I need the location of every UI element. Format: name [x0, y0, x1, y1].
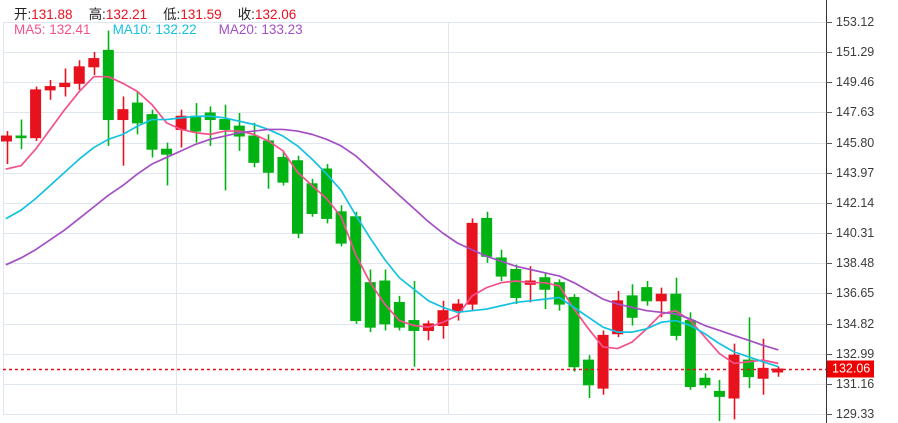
- chart-legend: 开:131.88 高:132.21 低:131.59 收:132.06 MA5: 13…: [0, 0, 830, 42]
- ohlc-legend-row: 开:131.88 高:132.21 低:131.59 收:132.06: [14, 3, 312, 23]
- axis-tick-label: 151.29: [836, 45, 875, 60]
- candle: [30, 86, 42, 141]
- ohlc-high-value: 132.21: [105, 7, 148, 22]
- axis-tick: [826, 112, 832, 114]
- axis-tick: [826, 233, 832, 235]
- axis-tick: [826, 142, 832, 144]
- axis-tick: [826, 383, 832, 385]
- ohlc-close: 收:132.06: [238, 3, 297, 23]
- candle: [422, 320, 434, 341]
- axis-tick-label: 138.48: [836, 256, 875, 271]
- ohlc-low-value: 131.59: [180, 7, 222, 22]
- ohlc-high-label: 高:: [88, 7, 106, 22]
- axis-tick: [826, 52, 832, 54]
- plot-area: [1, 22, 826, 422]
- axis-tick: [826, 414, 832, 415]
- candle: [131, 91, 143, 135]
- candle: [190, 103, 202, 143]
- candle: [102, 30, 114, 146]
- candle: [452, 299, 464, 321]
- ohlc-high: 高:132.21: [89, 3, 148, 23]
- candle: [292, 155, 303, 239]
- candle: [364, 269, 376, 333]
- ohlc-low: 低:131.59: [163, 3, 222, 23]
- candle: [161, 142, 173, 186]
- ma-line-ma10: [5, 115, 779, 368]
- axis-tick-label: 142.14: [836, 195, 875, 210]
- candle: [59, 68, 71, 97]
- candle: [248, 122, 260, 168]
- candle: [1, 131, 12, 165]
- candle: [15, 119, 27, 150]
- axis-tick-label: 134.82: [836, 316, 875, 331]
- axis-tick: [826, 202, 832, 204]
- candle: [626, 284, 638, 326]
- axis-tick: [826, 263, 832, 265]
- axis-tick: [826, 293, 832, 295]
- candle: [379, 269, 391, 331]
- axis-tick-label: 136.65: [836, 286, 875, 301]
- candle: [524, 266, 536, 303]
- candle: [553, 279, 565, 311]
- candle: [539, 272, 551, 310]
- candle: [670, 277, 682, 341]
- ma-legend-ma10: MA10: 132.22: [112, 22, 197, 37]
- plot-svg: [1, 22, 826, 422]
- axis-tick: [826, 82, 832, 84]
- candle: [73, 60, 85, 90]
- candle: [117, 96, 129, 166]
- axis-tick-label: 145.80: [836, 135, 875, 150]
- price-axis: 153.12 151.29 149.46 147.63 145.80 143.97 142.…: [826, 0, 898, 423]
- axis-tick-label: 153.12: [836, 15, 875, 29]
- axis-tick-label: 131.16: [836, 376, 875, 391]
- axis-tick: [826, 323, 832, 325]
- ohlc-open-label: 开:: [14, 7, 32, 22]
- candle: [146, 109, 158, 158]
- axis-tick-label: 129.33: [836, 407, 875, 421]
- candle: [88, 51, 100, 76]
- candle: [597, 330, 609, 395]
- candle: [699, 373, 711, 389]
- ohlc-open: 开:131.88: [14, 3, 73, 23]
- axis-tick-label: 143.97: [836, 165, 875, 180]
- current-price-badge: 132.06: [827, 360, 875, 378]
- ma-line-ma5: [5, 75, 779, 365]
- ohlc-close-value: 132.06: [254, 7, 297, 22]
- candle: [393, 295, 405, 331]
- axis-tick: [826, 353, 832, 355]
- candle: [495, 249, 507, 282]
- ma-legend-ma20: MA20: 133.23: [218, 22, 303, 37]
- axis-tick-label: 132.99: [836, 346, 875, 361]
- candle-series: [1, 30, 784, 422]
- candle: [641, 281, 653, 306]
- axis-tick: [826, 172, 832, 174]
- candle: [583, 355, 594, 399]
- axis-tick-label: 149.46: [836, 75, 875, 90]
- candle: [510, 264, 522, 305]
- candle: [350, 211, 362, 324]
- candle: [743, 317, 755, 389]
- candle: [757, 338, 769, 395]
- ohlc-close-label: 收:: [237, 7, 255, 22]
- axis-tick: [826, 22, 832, 23]
- axis-tick-label: 147.63: [836, 105, 875, 120]
- candle: [219, 104, 231, 191]
- ma-line-ma20: [5, 128, 779, 351]
- ma-legend-ma5: MA5: 132.41: [14, 22, 91, 37]
- ohlc-low-label: 低:: [163, 7, 181, 22]
- axis-tick-label: 140.31: [836, 226, 875, 241]
- candle: [713, 379, 725, 422]
- axis-line: [826, 0, 827, 423]
- candle: [44, 80, 56, 100]
- candle: [728, 343, 740, 420]
- ohlc-open-value: 131.88: [31, 7, 73, 22]
- candle: [772, 366, 784, 377]
- ma-legend-row: MA5: 132.41 MA10: 132.22 MA20: 133.23: [14, 22, 325, 37]
- candle: [277, 150, 289, 186]
- candle: [612, 290, 624, 338]
